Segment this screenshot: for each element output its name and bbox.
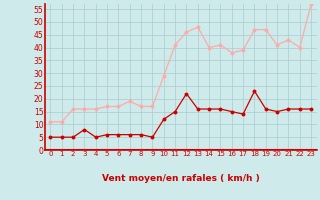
X-axis label: Vent moyen/en rafales ( km/h ): Vent moyen/en rafales ( km/h ) <box>102 174 260 183</box>
